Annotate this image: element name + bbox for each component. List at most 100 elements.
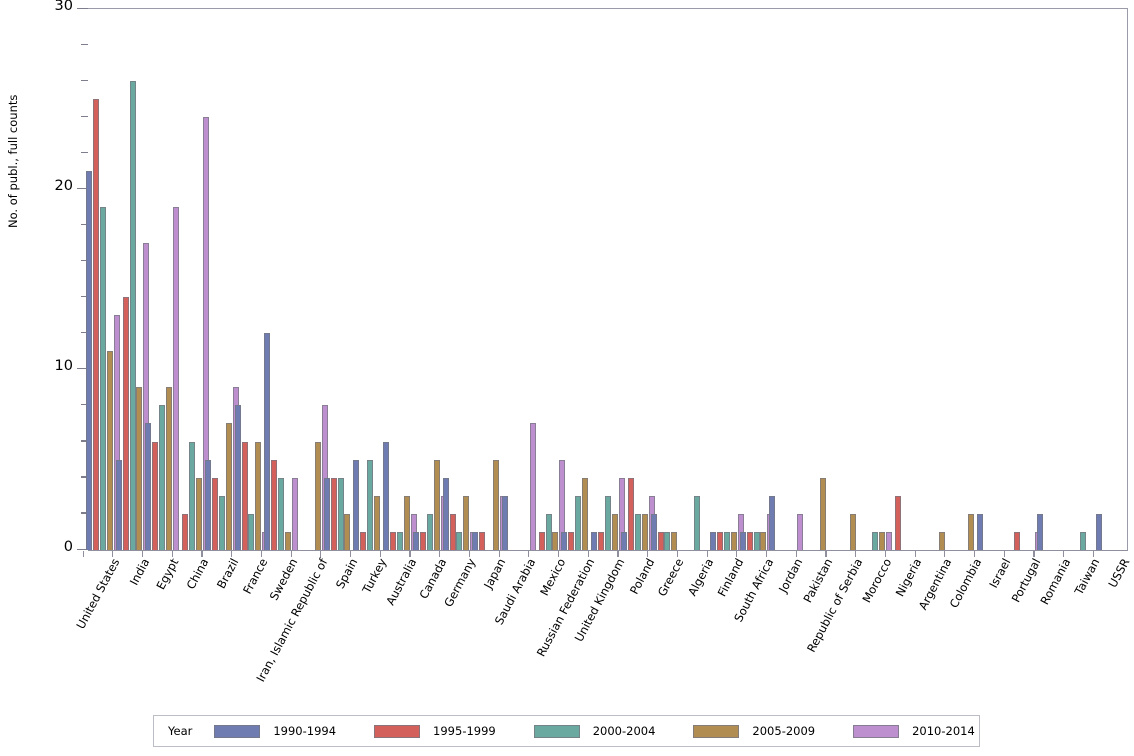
legend-label: 1995-1999 xyxy=(433,724,496,738)
bar-group xyxy=(739,9,774,550)
x-axis-tick xyxy=(141,551,144,557)
x-axis-labels: United States India Egypt China Brazil France… xyxy=(73,556,1134,684)
bar-group xyxy=(1096,9,1130,550)
x-axis-tick xyxy=(231,551,233,557)
bar xyxy=(390,531,397,550)
bar-group xyxy=(888,9,922,550)
legend-label: 2005-2009 xyxy=(752,724,816,738)
bar xyxy=(895,495,902,550)
x-axis-tick xyxy=(944,551,946,557)
bar xyxy=(285,531,292,550)
legend-item[interactable]: 2005-2009 xyxy=(693,724,815,738)
legend-item[interactable]: 2010-2014 xyxy=(853,724,975,738)
bar xyxy=(166,387,173,550)
x-axis-tick xyxy=(498,551,500,557)
bar xyxy=(620,531,627,550)
bar xyxy=(849,513,856,550)
bar xyxy=(618,477,625,550)
bar-group xyxy=(323,9,358,550)
bar xyxy=(463,495,470,550)
x-axis-tick-label: Republic of Serbia xyxy=(803,556,866,655)
bar-group xyxy=(472,9,506,550)
bar xyxy=(502,495,509,550)
x-axis-tick-label: Turkey xyxy=(359,556,390,596)
legend-item[interactable]: 2000-2004 xyxy=(533,724,656,738)
bar xyxy=(472,531,479,550)
x-axis-tick xyxy=(1033,551,1035,557)
bar-group xyxy=(145,9,180,550)
y-axis-tick-label: 10 xyxy=(54,358,73,375)
x-axis-tick xyxy=(914,551,916,557)
bar-group xyxy=(591,9,625,550)
y-axis-tick-label: 0 xyxy=(63,538,73,555)
bar xyxy=(353,459,360,550)
bar xyxy=(1080,531,1087,550)
bar xyxy=(321,405,328,550)
x-axis-tick-label: Taiwan xyxy=(1072,556,1103,598)
y-axis-tick-label: 20 xyxy=(54,177,73,194)
bar xyxy=(113,315,120,550)
x-axis-tick xyxy=(973,551,976,557)
bar xyxy=(115,459,122,550)
y-axis-tick-label: 30 xyxy=(54,0,73,14)
bar xyxy=(264,333,271,550)
x-axis-tick-label: Israel xyxy=(986,556,1014,591)
bar xyxy=(396,531,403,550)
x-axis-tick xyxy=(795,551,797,557)
bar xyxy=(1014,531,1021,550)
x-axis-tick-label: Brazil xyxy=(213,556,242,591)
y-axis-major-tick: 0 xyxy=(64,539,88,555)
bar-group xyxy=(561,9,595,550)
bar-group xyxy=(620,9,655,550)
y-axis-minor-tick xyxy=(81,440,88,442)
plot-frame-right xyxy=(1126,8,1128,551)
bar-group xyxy=(710,9,744,550)
bar xyxy=(872,531,879,550)
bar xyxy=(723,531,730,550)
bar xyxy=(449,513,456,550)
y-axis-minor-tick xyxy=(81,115,88,117)
bar-group xyxy=(204,9,239,550)
x-axis-tick xyxy=(82,551,84,557)
bar xyxy=(650,513,657,550)
x-axis-tick-label: Jordan xyxy=(776,556,806,595)
bar xyxy=(403,495,410,550)
x-axis-tick xyxy=(320,551,322,557)
y-axis-minor-tick xyxy=(81,259,88,262)
bar xyxy=(419,531,426,550)
legend-swatch xyxy=(693,724,740,738)
x-axis-tick-label: Mexico xyxy=(536,556,568,599)
bar xyxy=(255,441,262,550)
x-axis-tick-label: Morocco xyxy=(859,556,895,606)
bar xyxy=(152,441,159,550)
bar xyxy=(753,531,760,550)
bar-group xyxy=(799,9,833,550)
bar xyxy=(977,513,984,550)
bar xyxy=(886,531,893,550)
bar-group xyxy=(680,9,714,550)
legend-item[interactable]: 1990-1994 xyxy=(214,724,336,738)
bar xyxy=(938,531,945,550)
x-axis-tick-label: Greece xyxy=(655,556,687,599)
bar-group xyxy=(86,9,120,550)
bar xyxy=(819,477,826,550)
y-axis-minor-tick xyxy=(81,151,88,153)
bar xyxy=(730,531,737,550)
bar-group xyxy=(1007,9,1041,550)
bar xyxy=(314,441,321,550)
legend-item[interactable]: 1995-1999 xyxy=(374,724,496,738)
bar-group xyxy=(948,9,982,550)
bar-group xyxy=(502,9,536,550)
bar xyxy=(234,405,241,550)
x-axis-tick xyxy=(825,551,827,557)
x-axis-tick-label: Egypt xyxy=(153,556,182,592)
legend-swatch xyxy=(214,724,261,738)
bar xyxy=(716,531,723,550)
x-axis-tick xyxy=(349,551,352,557)
legend-label: 2000-2004 xyxy=(592,724,656,738)
bar xyxy=(182,513,189,550)
bar xyxy=(561,531,568,550)
bar xyxy=(248,513,255,550)
bar-group xyxy=(294,9,328,550)
bar-group xyxy=(234,9,269,550)
